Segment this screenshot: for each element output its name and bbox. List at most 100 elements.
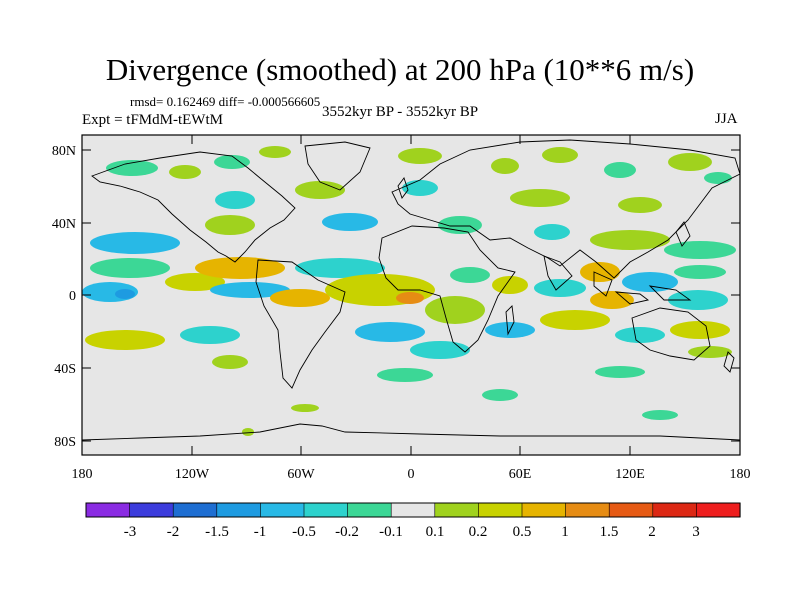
coast-uk [397,177,409,199]
field-blob [322,213,378,231]
field-blob [195,257,285,279]
field-blob [259,146,291,158]
lon-tick-label: 120E [615,467,645,482]
colorbar-cell [652,502,697,518]
experiment-label: Expt = tFMdM-tEWtM [82,112,223,128]
colorbar-label: -0.2 [335,524,359,540]
colorbar-cell [172,502,218,518]
coast-africa [378,225,516,353]
colorbar-cell [696,502,741,518]
field-blob [214,155,250,169]
field-blob [398,148,442,164]
coast-new-zealand [723,351,735,373]
coast-eurasia [391,139,740,279]
field-blob [355,322,425,342]
field-blob [90,258,170,278]
field-blob [295,258,385,278]
colorbar-label: -1 [254,524,267,540]
coast-antarctica [82,423,740,441]
lon-tick-label: 0 [408,467,415,482]
field-blob [396,292,424,304]
colorbar-cell [85,502,131,518]
lon-tick-label: 120W [175,467,210,482]
field-blob [664,241,736,259]
colorbar-cell [521,502,567,518]
field-blob [534,224,570,240]
colorbar-cell [565,502,610,518]
colorbar [85,502,741,518]
field-blob [510,189,570,207]
colorbar-label: 1.5 [600,524,619,540]
lon-tick-label: 60W [287,467,315,482]
coast-australia [631,307,711,361]
coast-madagascar [505,305,515,336]
field-blob [180,326,240,344]
field-blob [165,273,225,291]
field-blob [90,232,180,254]
field-blob [291,404,319,412]
field-blob [242,428,254,436]
field-blob [295,181,345,199]
axis-ticks [81,135,741,455]
coast-greenland [304,141,371,191]
field-blob [604,162,636,178]
field-blob [210,282,290,298]
field-blob [590,230,670,250]
field-blob [492,276,528,294]
colorbar-cell [434,502,479,518]
field-blob [704,172,732,184]
colorbar-label: -2 [167,524,180,540]
lat-tick-label: 0 [69,289,76,304]
lon-tick-label: 60E [509,467,532,482]
field-blob [212,355,248,369]
coastlines [82,139,740,441]
lat-tick-label: 40N [52,217,76,232]
lat-tick-label: 40S [54,362,76,377]
colorbar-label: -3 [124,524,137,540]
coast-japan [675,221,691,247]
season-label: JJA [715,111,738,127]
lat-tick-label: 80N [52,144,76,159]
period-label: 3552kyr BP - 3552kyr BP [322,104,479,120]
coast-south-america [255,259,346,389]
field-blob [590,291,634,309]
field-blob [595,366,645,378]
colorbar-label: -1.5 [205,524,229,540]
field-blob [169,165,201,179]
colorbar-cell [390,502,436,518]
field-blob [438,216,482,234]
colorbar-label: 3 [692,524,700,540]
colorbar-label: 1 [561,524,569,540]
coast-india [543,255,573,291]
colorbar-label: 0.5 [513,524,532,540]
field-blob [618,197,662,213]
colorbar-cell [347,502,392,518]
colorbar-label: -0.1 [379,524,403,540]
field-blob [482,389,518,401]
colorbar-frame [85,502,741,518]
field-blob [215,191,255,209]
colorbar-cell [478,502,523,518]
field-blob [205,215,255,235]
coast-southeast-asia [593,271,692,305]
field-blob [534,279,586,297]
field-blob [85,330,165,350]
colorbar-cell [260,502,305,518]
lon-tick-label: 180 [72,467,93,482]
lat-tick-label: 80S [54,435,76,450]
colorbar-label: 2 [648,524,656,540]
colorbar-label: 0.2 [469,524,488,540]
plot-title: Divergence (smoothed) at 200 hPa (10**6 … [105,52,695,87]
field-blob [622,272,678,292]
colorbar-label: -0.5 [292,524,316,540]
field-blob [688,346,732,358]
divergence-field [82,146,736,436]
colorbar-cell [216,502,262,518]
field-blob [668,153,712,171]
field-blob [410,341,470,359]
stats-text: rmsd= 0.162469 diff= -0.000566605 [130,94,321,109]
field-blob [542,147,578,163]
field-blob [491,158,519,174]
field-blob [115,289,135,299]
